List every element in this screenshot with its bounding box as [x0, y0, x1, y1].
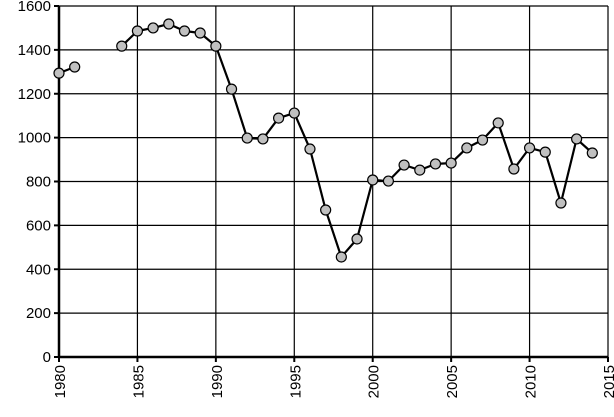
data-point — [194, 27, 206, 39]
data-point — [351, 233, 363, 245]
x-tick-label: 1980 — [52, 365, 69, 398]
y-tick-label: 200 — [26, 305, 51, 322]
data-point — [398, 159, 410, 171]
series-markers — [53, 18, 598, 263]
series-path — [58, 22, 594, 259]
data-point — [304, 143, 316, 155]
data-point — [288, 107, 300, 119]
x-tick-label: 1990 — [209, 365, 226, 398]
x-tick-label: 2010 — [523, 365, 540, 398]
data-point — [147, 22, 159, 34]
x-tick-labels: 1980 1985 1990 1995 2000 2005 2010 2015 — [52, 365, 614, 398]
data-point — [571, 133, 583, 145]
data-point — [445, 157, 457, 169]
data-point — [69, 61, 81, 73]
data-point — [335, 251, 347, 263]
series-line — [58, 22, 594, 259]
data-point — [131, 25, 144, 37]
data-point — [555, 197, 567, 209]
data-point — [241, 132, 253, 144]
y-tick-label: 1400 — [18, 42, 51, 59]
data-point — [586, 147, 598, 159]
y-tick-label: 0 — [43, 349, 51, 366]
data-point — [163, 18, 175, 30]
x-tick-label: 2000 — [366, 365, 383, 398]
data-point — [414, 164, 426, 176]
y-tick-label: 1000 — [18, 130, 51, 147]
data-point — [273, 112, 285, 124]
data-point — [257, 133, 269, 145]
y-tick-labels: 0 200 400 600 800 1000 1200 1400 1600 — [18, 0, 51, 366]
axes — [54, 5, 609, 362]
data-point — [539, 146, 551, 158]
data-point — [225, 83, 238, 95]
x-tick-label: 1995 — [287, 365, 304, 398]
x-tick-label: 2005 — [444, 365, 461, 398]
data-point — [508, 163, 520, 175]
data-point — [320, 204, 332, 216]
data-point — [382, 175, 394, 187]
data-point — [367, 174, 379, 186]
y-tick-label: 1200 — [18, 86, 51, 103]
y-tick-label: 1600 — [18, 0, 51, 15]
data-point — [523, 142, 536, 154]
x-tick-label: 2015 — [601, 365, 614, 398]
data-point — [210, 40, 222, 52]
data-point — [178, 25, 191, 37]
data-point — [429, 158, 442, 170]
y-tick-label: 400 — [26, 261, 51, 278]
data-point — [492, 117, 504, 129]
y-tick-label: 800 — [26, 174, 51, 191]
x-tick-label: 1985 — [130, 365, 147, 398]
grid — [58, 5, 609, 358]
data-point — [476, 134, 489, 146]
y-tick-label: 600 — [26, 217, 51, 234]
data-point — [116, 40, 128, 52]
data-point — [53, 67, 65, 79]
data-point — [461, 142, 473, 154]
